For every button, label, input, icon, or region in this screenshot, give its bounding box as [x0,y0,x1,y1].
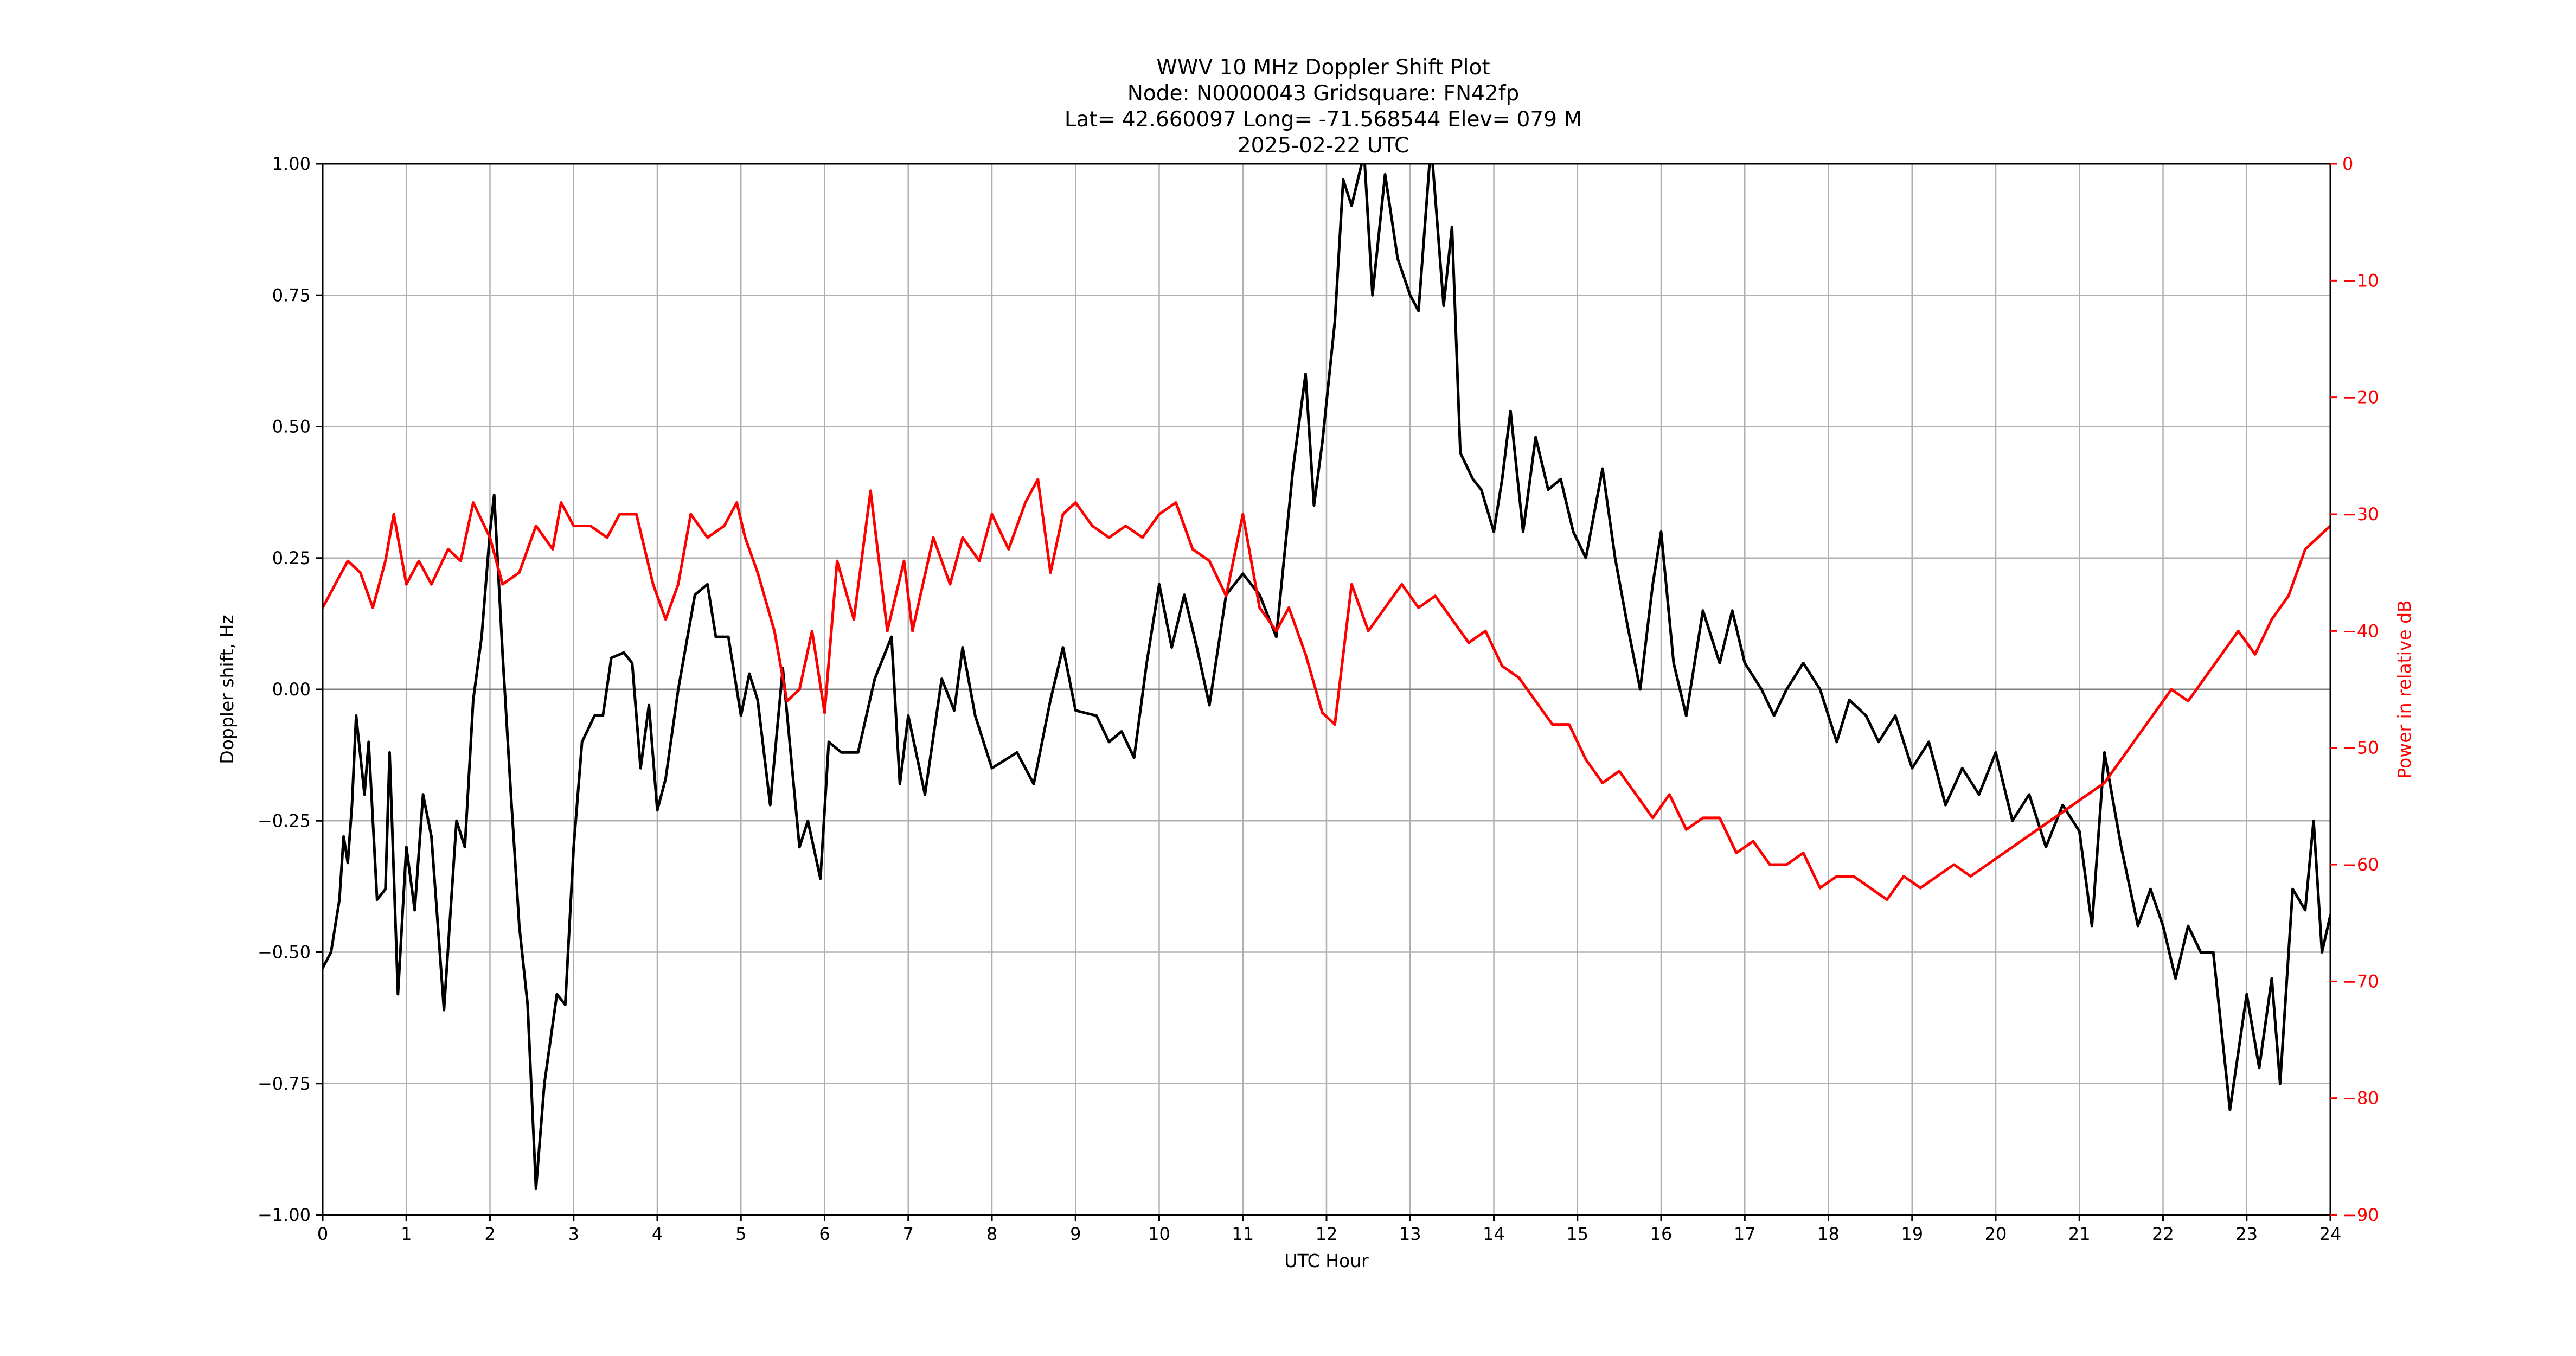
y-axis-right-label: Power in relative dB [2394,600,2415,778]
title-line-3: Lat= 42.660097 Long= -71.568544 Elev= 07… [1065,107,1582,132]
x-tick-label: 1 [401,1224,412,1244]
y-left-tick-label: −0.50 [258,942,311,963]
y-axis-left-label: Doppler shift, Hz [216,615,238,764]
y-left-tick-label: 0.25 [272,548,311,568]
y-left-tick-label: 0.00 [272,679,311,700]
axis-ticks: 0 1 2 3 4 5 6 7 8 9 10 11 12 13 14 15 16 17 18 19 20 21 22 23 24… [258,153,2379,1244]
y-left-tick-label: 0.50 [272,417,311,437]
x-tick-label: 10 [1148,1224,1170,1244]
y-left-tick-label: 1.00 [272,153,311,174]
x-tick-label: 2 [484,1224,495,1244]
y-right-tick-label: −20 [2342,387,2379,408]
x-tick-label: 16 [1650,1224,1673,1244]
y-left-tick-label: −0.75 [258,1073,311,1094]
x-tick-label: 22 [2152,1224,2174,1244]
x-tick-label: 5 [735,1224,746,1244]
y-right-tick-label: −50 [2342,738,2379,758]
x-tick-label: 9 [1070,1224,1081,1244]
x-tick-label: 13 [1399,1224,1421,1244]
x-tick-label: 8 [986,1224,997,1244]
x-tick-label: 21 [2068,1224,2091,1244]
power-series-line [323,477,2330,901]
x-tick-label: 15 [1566,1224,1588,1244]
series-layer [323,164,2330,1191]
y-left-tick-label: −1.00 [258,1205,311,1225]
y-right-tick-label: −70 [2342,971,2379,992]
x-tick-label: 14 [1483,1224,1505,1244]
x-tick-label: 7 [903,1224,914,1244]
y-right-tick-label: −40 [2342,621,2379,641]
x-tick-label: 6 [819,1224,830,1244]
x-tick-label: 4 [652,1224,663,1244]
x-tick-label: 3 [568,1224,579,1244]
y-right-tick-label: −10 [2342,270,2379,291]
x-axis-label: UTC Hour [1284,1250,1369,1271]
x-tick-label: 19 [1901,1224,1923,1244]
chart-title: WWV 10 MHz Doppler Shift Plot Node: N000… [1065,55,1582,158]
y-left-tick-label: 0.75 [272,285,311,305]
x-tick-label: 23 [2235,1224,2258,1244]
y-left-tick-label: −0.25 [258,810,311,831]
title-line-2: Node: N0000043 Gridsquare: FN42fp [1127,81,1520,106]
x-tick-label: 11 [1232,1224,1254,1244]
grid-lines [322,163,2331,1216]
y-right-tick-label: 0 [2342,153,2353,174]
title-line-1: WWV 10 MHz Doppler Shift Plot [1156,55,1490,80]
x-tick-label: 20 [1985,1224,2007,1244]
y-right-tick-label: −80 [2342,1088,2379,1109]
x-tick-label: 18 [1817,1224,1840,1244]
x-tick-label: 17 [1734,1224,1756,1244]
x-tick-label: 12 [1316,1224,1338,1244]
y-right-tick-label: −30 [2342,504,2379,525]
title-line-4: 2025-02-22 UTC [1238,133,1409,158]
x-tick-label: 24 [2319,1224,2342,1244]
x-tick-label: 0 [317,1224,328,1244]
y-right-tick-label: −90 [2342,1205,2379,1225]
y-right-tick-label: −60 [2342,854,2379,875]
